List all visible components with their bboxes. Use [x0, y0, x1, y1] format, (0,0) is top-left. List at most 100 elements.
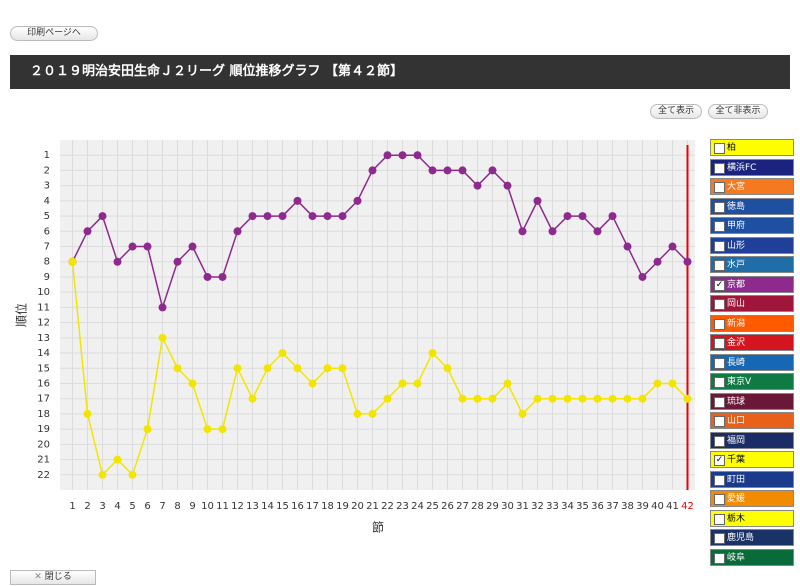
- checkbox[interactable]: [714, 435, 725, 447]
- checkbox[interactable]: [714, 552, 725, 564]
- checkbox[interactable]: [714, 474, 725, 486]
- data-point: [308, 212, 317, 221]
- legend-entry[interactable]: 横浜FC: [710, 158, 794, 176]
- legend-entry[interactable]: ✓ 千葉: [710, 451, 794, 468]
- x-tick-label: 6: [144, 501, 150, 512]
- legend-entry[interactable]: 柏: [710, 139, 794, 156]
- x-tick-label: 11: [216, 501, 229, 512]
- checkbox[interactable]: [714, 201, 725, 213]
- legend-entry[interactable]: 徳島: [710, 197, 794, 215]
- checkbox[interactable]: ✓: [714, 455, 725, 466]
- x-tick-label: 23: [396, 501, 409, 512]
- checkbox[interactable]: [714, 338, 725, 349]
- checkbox[interactable]: [714, 513, 725, 525]
- data-point: [413, 379, 422, 388]
- x-tick-label: 10: [201, 501, 214, 512]
- checkbox[interactable]: [714, 221, 725, 232]
- checkbox[interactable]: ✓: [714, 279, 725, 291]
- data-point: [563, 394, 572, 403]
- data-point: [413, 151, 422, 160]
- x-tick-label: 5: [129, 501, 135, 512]
- checkbox[interactable]: [714, 299, 725, 310]
- checkbox[interactable]: [714, 240, 725, 252]
- hide-all-button[interactable]: 全て非表示: [708, 104, 768, 119]
- data-point: [563, 212, 572, 221]
- data-point: [398, 379, 407, 388]
- x-tick-label: 28: [471, 501, 484, 512]
- legend-entry[interactable]: 東京V: [710, 373, 794, 390]
- legend-label: 東京V: [727, 377, 752, 387]
- x-tick-label: 14: [261, 501, 274, 512]
- checkbox[interactable]: [714, 162, 725, 174]
- data-point: [503, 181, 512, 190]
- x-tick-label: 13: [246, 501, 259, 512]
- legend-entry[interactable]: 愛媛: [710, 490, 794, 507]
- x-tick-label: 21: [366, 501, 379, 512]
- legend-label: 岐阜: [727, 552, 746, 563]
- x-tick-label: 31: [516, 501, 529, 512]
- data-point: [533, 394, 542, 403]
- print-button[interactable]: 印刷ページへ: [10, 26, 98, 41]
- data-point: [293, 196, 302, 205]
- y-tick-label: 11: [37, 302, 50, 313]
- legend-entry[interactable]: 福岡: [710, 431, 794, 449]
- x-tick-label: 16: [291, 501, 304, 512]
- x-tick-label: 30: [501, 501, 514, 512]
- y-tick-label: 5: [44, 211, 50, 222]
- data-point: [578, 212, 587, 221]
- close-button[interactable]: ✕ 閉じる: [10, 570, 96, 585]
- data-point: [653, 379, 662, 388]
- legend-label: 鹿児島: [727, 533, 755, 543]
- checkbox[interactable]: [714, 143, 725, 154]
- checkbox[interactable]: [714, 377, 725, 388]
- checkbox[interactable]: [714, 318, 725, 330]
- x-tick-label: 20: [351, 501, 364, 512]
- y-tick-label: 22: [37, 470, 50, 481]
- show-all-button[interactable]: 全て表示: [650, 104, 702, 119]
- legend-entry[interactable]: 水戸: [710, 256, 794, 273]
- data-point: [293, 364, 302, 373]
- checkbox[interactable]: [714, 182, 725, 193]
- data-point: [233, 227, 242, 236]
- data-point: [83, 227, 92, 236]
- data-point: [683, 394, 692, 403]
- y-tick-label: 18: [37, 409, 50, 420]
- data-point: [158, 303, 167, 312]
- data-point: [188, 379, 197, 388]
- legend-entry[interactable]: 鹿児島: [710, 529, 794, 546]
- y-tick-label: 15: [37, 363, 50, 374]
- x-tick-label: 36: [591, 501, 604, 512]
- data-point: [458, 166, 467, 175]
- legend-label: 栃木: [727, 513, 746, 524]
- checkbox[interactable]: [714, 494, 725, 505]
- legend-entry[interactable]: 岐阜: [710, 548, 794, 566]
- data-point: [128, 242, 137, 251]
- legend-entry[interactable]: 甲府: [710, 217, 794, 234]
- legend-label: 福岡: [727, 435, 746, 446]
- data-point: [248, 212, 257, 221]
- data-point: [683, 257, 692, 266]
- x-tick-label: 27: [456, 501, 469, 512]
- checkbox[interactable]: [714, 260, 725, 271]
- data-point: [128, 470, 137, 479]
- legend-entry[interactable]: 町田: [710, 470, 794, 488]
- legend-entry[interactable]: 金沢: [710, 334, 794, 351]
- legend-entry[interactable]: 栃木: [710, 509, 794, 527]
- legend-entry[interactable]: 大宮: [710, 178, 794, 195]
- legend-entry[interactable]: ✓ 京都: [710, 275, 794, 293]
- legend-entry[interactable]: 琉球: [710, 392, 794, 410]
- legend-entry[interactable]: 山形: [710, 236, 794, 254]
- legend-label: 水戸: [727, 260, 746, 270]
- data-point: [338, 364, 347, 373]
- x-axis-label: 節: [372, 520, 384, 535]
- data-point: [353, 409, 362, 418]
- checkbox[interactable]: [714, 533, 725, 544]
- checkbox[interactable]: [714, 396, 725, 408]
- legend-entry[interactable]: 岡山: [710, 295, 794, 312]
- checkbox[interactable]: [714, 357, 725, 369]
- legend-entry[interactable]: 山口: [710, 412, 794, 429]
- legend-entry[interactable]: 新潟: [710, 314, 794, 332]
- checkbox[interactable]: [714, 416, 725, 427]
- legend-entry[interactable]: 長崎: [710, 353, 794, 371]
- data-point: [233, 364, 242, 373]
